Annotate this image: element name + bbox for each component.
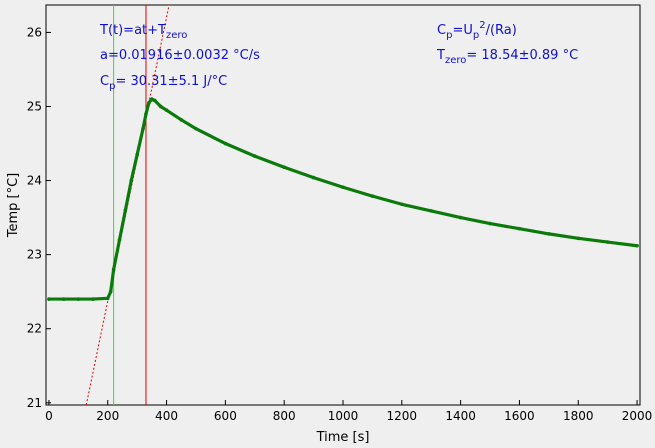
data-point	[164, 108, 169, 112]
svg-text:Tzero= 18.54±0.89 °C: Tzero= 18.54±0.89 °C	[436, 48, 578, 66]
svg-text:T(t)=at+Tzero: T(t)=at+Tzero	[99, 23, 187, 41]
data-point	[150, 97, 154, 101]
data-point	[458, 215, 463, 220]
data-point	[91, 297, 95, 301]
data-point	[282, 165, 286, 170]
y-tick-label: 24	[27, 174, 42, 188]
data-point	[147, 100, 151, 105]
plot-area	[45, 4, 641, 406]
data-point	[158, 104, 163, 109]
data-point	[252, 154, 257, 158]
data-point	[105, 296, 110, 301]
annotation-cp-definition: Cp=Up2/(Ra)	[437, 20, 517, 41]
x-axis-label: Time [s]	[316, 430, 370, 445]
x-tick-label: 1000	[328, 409, 359, 423]
x-tick-label: 400	[155, 409, 178, 423]
data-point	[194, 126, 198, 131]
data-point	[547, 232, 551, 236]
data-point	[108, 289, 113, 294]
data-point	[141, 126, 145, 131]
data-point	[61, 297, 66, 301]
svg-text:Cp= 30.31±5.1 J/°C: Cp= 30.31±5.1 J/°C	[100, 74, 227, 92]
data-point	[429, 209, 434, 213]
x-tick-label: 1800	[563, 409, 594, 423]
x-tick-label: 0	[45, 409, 53, 423]
data-point	[179, 118, 184, 122]
data-point	[129, 178, 134, 183]
data-point	[223, 141, 228, 146]
y-tick-label: 25	[27, 99, 42, 113]
data-point	[153, 98, 157, 103]
data-point	[76, 297, 81, 301]
annotation-formula: T(t)=at+Tzero	[99, 23, 187, 41]
data-point	[111, 267, 116, 272]
x-tick-label: 1200	[387, 409, 418, 423]
svg-text:Cp=Up2/(Ra): Cp=Up2/(Ra)	[437, 20, 517, 41]
data-point	[370, 194, 375, 198]
data-point	[117, 238, 122, 242]
y-axis-label: Temp [°C]	[6, 173, 21, 239]
y-tick-label: 26	[27, 25, 42, 39]
x-tick-label: 800	[273, 409, 296, 423]
x-tick-label: 600	[214, 409, 237, 423]
x-tick-label: 1600	[504, 409, 535, 423]
x-tick-label: 2000	[622, 409, 653, 423]
data-point	[635, 243, 639, 248]
data-point	[605, 240, 610, 244]
data-point	[135, 152, 139, 157]
y-tick-label: 22	[27, 322, 42, 336]
x-tick-label: 200	[96, 409, 119, 423]
y-tick-label: 23	[27, 248, 42, 262]
annotation-tzero: Tzero= 18.54±0.89 °C	[436, 48, 578, 66]
annotation-heat-capacity: Cp= 30.31±5.1 J/°C	[100, 74, 227, 92]
data-point	[123, 208, 128, 212]
data-point	[311, 175, 316, 180]
data-point	[341, 185, 345, 190]
data-point	[517, 226, 522, 231]
data-point	[576, 236, 581, 241]
y-tick-label: 21	[27, 396, 42, 410]
x-tick-label: 1400	[445, 409, 476, 423]
annotation-slope: a=0.01916±0.0032 °C/s	[100, 48, 260, 63]
data-point	[144, 112, 148, 116]
data-point	[47, 297, 51, 301]
data-point	[400, 202, 404, 207]
data-point	[488, 221, 492, 226]
